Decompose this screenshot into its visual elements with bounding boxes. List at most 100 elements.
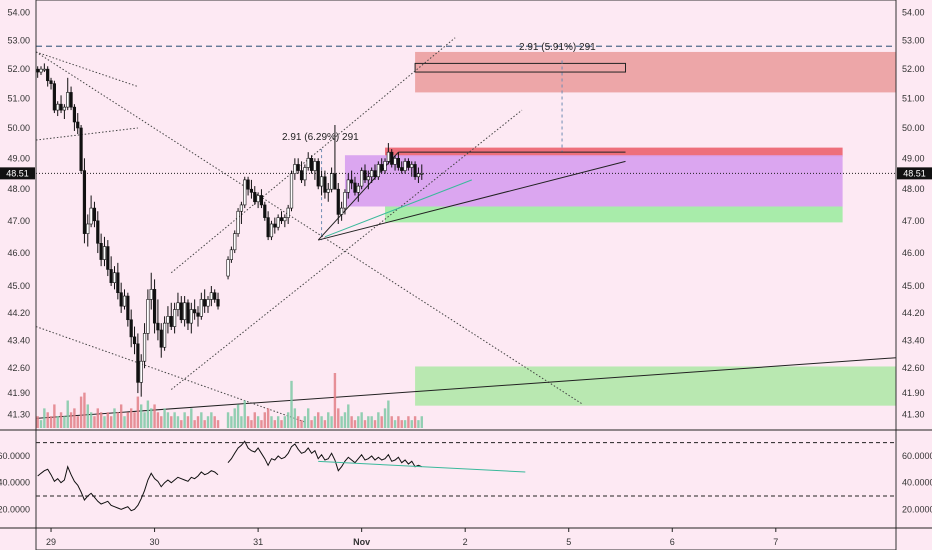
candle-body	[343, 192, 347, 209]
oscillator-panel	[36, 440, 896, 512]
volume-bar	[66, 400, 69, 428]
osc-tick-label-right: 40.0000	[902, 478, 932, 488]
volume-bar	[233, 408, 236, 428]
price-tick-label-right: 47.00	[902, 216, 925, 226]
volume-bar	[43, 408, 46, 428]
last-price-tag-left	[0, 167, 35, 180]
volume-bar	[276, 416, 280, 428]
oscillator-line	[37, 440, 422, 512]
candle-body	[162, 322, 167, 348]
price-tick-label-right: 44.20	[902, 308, 925, 318]
price-tick-label-right: 43.40	[902, 335, 925, 345]
price-tick-label-right: 46.00	[902, 248, 925, 258]
candle-body	[340, 207, 344, 215]
candle-body	[99, 243, 103, 260]
dotted-channel-lower	[170, 109, 523, 390]
candle-body	[253, 192, 257, 203]
volume-bar	[286, 412, 290, 428]
candle-body	[396, 157, 400, 168]
volume-bar	[156, 412, 160, 428]
price-tick-label-left: 41.30	[7, 410, 30, 420]
candle-body	[166, 316, 170, 324]
time-tick-label: Nov	[353, 537, 370, 547]
time-tick-label: 2	[463, 537, 468, 547]
price-tick-label-right: 53.00	[902, 36, 925, 46]
volume-bar	[317, 412, 320, 428]
candle-body	[152, 289, 157, 324]
volume-bar	[109, 416, 113, 428]
candle-body	[36, 68, 40, 73]
volume-bar	[330, 416, 333, 428]
volume-bar	[307, 408, 310, 428]
candle-body	[370, 170, 374, 178]
candle-body	[159, 329, 163, 348]
volume-bar	[143, 412, 146, 428]
price-tick-label-left: 47.00	[7, 216, 30, 226]
candle-body	[383, 161, 387, 171]
candle-body	[106, 246, 110, 270]
volume-bar	[190, 408, 193, 428]
volume-bar	[387, 400, 390, 428]
volume-bar	[340, 416, 343, 428]
osc-tick-label-left: 60.0000	[0, 451, 30, 461]
wedge-lower-line	[318, 160, 626, 241]
candle-body	[353, 182, 357, 193]
candle-body	[126, 295, 130, 321]
price-tick-label-left: 49.00	[7, 153, 30, 163]
candle-body	[333, 173, 337, 190]
volume-bar	[126, 412, 130, 428]
price-tick-label-right: 48.00	[902, 184, 925, 194]
volume-bar	[103, 416, 106, 428]
candle-body	[329, 173, 334, 190]
candle-body	[129, 319, 133, 338]
volume-bar	[153, 404, 156, 428]
candle-body	[350, 179, 354, 184]
volume-bar	[240, 416, 243, 428]
volume-bar	[270, 416, 273, 428]
volume-bar	[353, 420, 357, 428]
candle-body	[413, 164, 417, 178]
volume-bar	[246, 416, 250, 428]
candle-body	[323, 176, 327, 193]
volume-bar	[350, 416, 353, 428]
volume-bar	[363, 420, 367, 428]
position-zone	[344, 155, 843, 207]
candle-body	[356, 185, 360, 193]
volume-bar	[266, 408, 270, 428]
volume-bar	[39, 420, 43, 428]
last-price-label-right: 48.51	[903, 168, 926, 178]
volume-bar	[119, 404, 123, 428]
candle-body	[46, 68, 50, 82]
plot-frame	[35, 0, 897, 550]
dotted-trend-line	[35, 51, 139, 88]
candle-body	[209, 292, 213, 300]
volume-bar	[323, 420, 327, 428]
candlesticks	[36, 63, 424, 397]
candle-body	[216, 299, 220, 307]
price-tick-label-right: 54.00	[902, 8, 925, 18]
volume-bar	[296, 416, 300, 428]
candle-body	[102, 246, 107, 260]
volume-bar	[263, 412, 266, 428]
volume-bar	[373, 420, 377, 428]
price-tick-label-left: 42.60	[7, 363, 30, 373]
volume-bar	[160, 416, 163, 428]
price-tick-label-left: 54.00	[7, 8, 30, 18]
volume-bar	[293, 408, 297, 428]
candle-body	[183, 302, 187, 321]
volume-bar	[203, 420, 206, 428]
dotted-trend-line	[35, 51, 583, 405]
candle-body	[72, 106, 77, 123]
volume-bar	[96, 408, 99, 428]
volume-bar	[79, 396, 83, 428]
candle-body	[82, 170, 87, 234]
volume-bar	[333, 373, 337, 428]
volume-bar	[403, 420, 407, 428]
annotations: 2.91 (6.29%) 291 2.91 (5.91%) 291	[282, 42, 596, 143]
volume-bar	[183, 412, 186, 428]
price-tick-label-right: 41.90	[902, 388, 925, 398]
price-tick-label-left: 45.00	[7, 281, 30, 291]
price-tick-label-left: 51.00	[7, 93, 30, 103]
volume-bar	[216, 420, 220, 428]
